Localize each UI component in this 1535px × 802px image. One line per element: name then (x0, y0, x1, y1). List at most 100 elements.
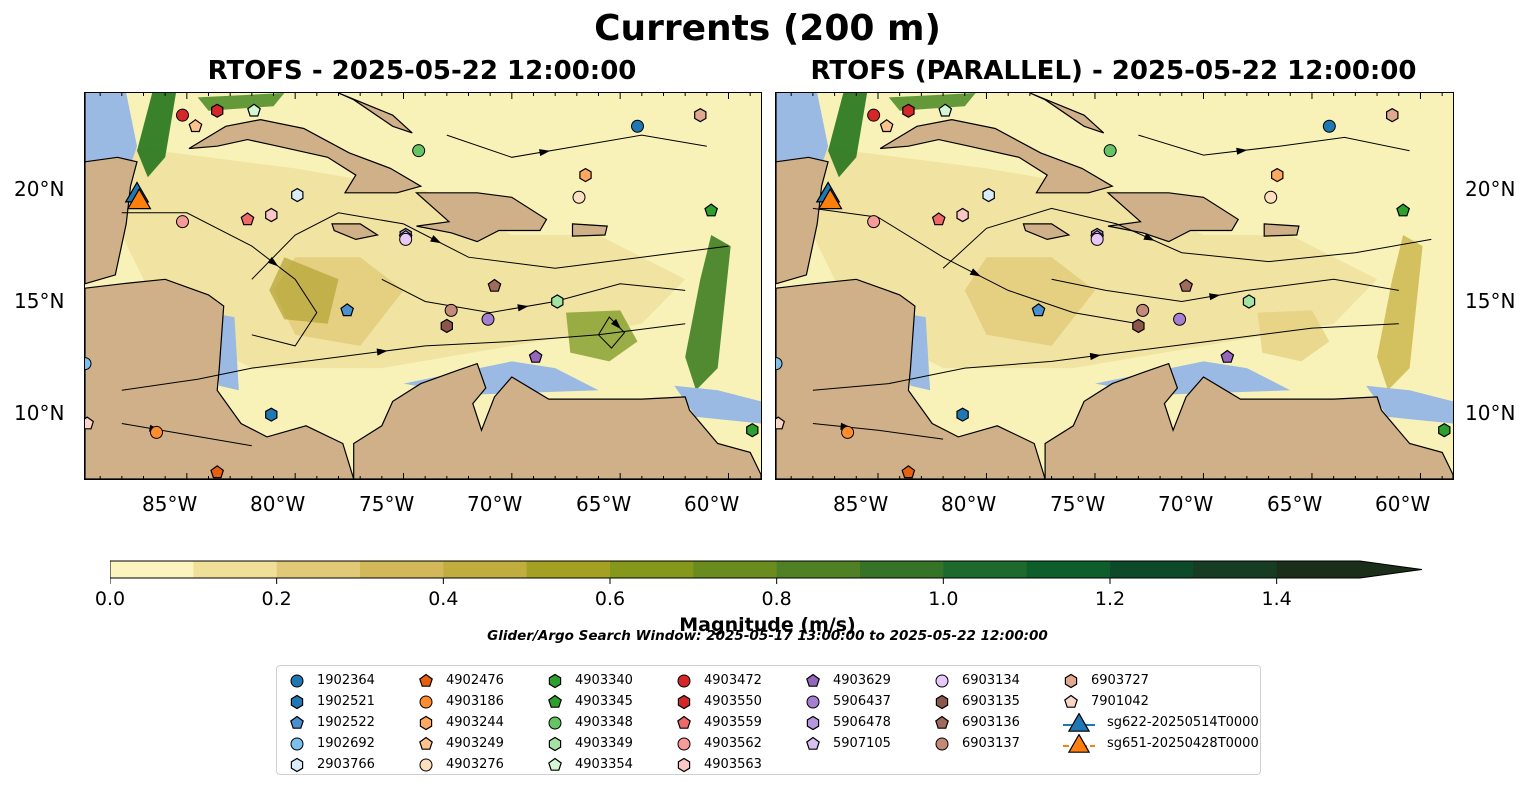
pentagon-marker-icon (806, 673, 820, 687)
float-6903135 (1132, 318, 1145, 334)
streamline-arrow (539, 149, 551, 157)
legend-label: 4903550 (704, 694, 762, 709)
colorbar-tick-label: 0.8 (761, 588, 792, 610)
legend-label: 4903186 (446, 694, 504, 709)
float-7901042 (85, 416, 95, 430)
pentagon-marker-icon (1064, 694, 1078, 708)
legend-item: 4903629 (803, 670, 891, 691)
float-4903559 (931, 212, 946, 226)
colorbar-segment (360, 561, 444, 578)
legend-item: 6903134 (932, 670, 1020, 691)
glider-sg651-20250428T0000 (126, 187, 152, 210)
float-4903345 (704, 203, 719, 217)
colorbar-tick-label: 1.4 (1261, 588, 1292, 610)
float-6903135 (440, 318, 453, 334)
float-4903340 (746, 423, 759, 438)
float-1902364 (631, 119, 644, 133)
float-4902476 (901, 465, 916, 479)
pentagon-marker-icon (419, 736, 433, 750)
circle-marker-icon (677, 674, 691, 687)
current-speed-region (812, 146, 1378, 369)
land-hispaniola (1106, 192, 1240, 243)
pentagon-marker-icon (548, 757, 562, 771)
colorbar: 0.0 0.2 0.4 0.6 0.8 1.0 1.2 1.4 (95, 560, 1430, 610)
legend-label: 6903135 (962, 694, 1020, 709)
colorbar-extend-arrow (1360, 561, 1422, 578)
float-6903137 (444, 303, 458, 317)
legend-item: 2903766 (287, 754, 375, 775)
left-map-panel (84, 92, 762, 480)
hexagon-marker-icon (806, 715, 820, 730)
colorbar-segment (943, 561, 1028, 578)
float-1902522 (1031, 303, 1046, 317)
streamline (121, 212, 318, 347)
colorbar-segment (1193, 561, 1278, 578)
colorbar-segment (610, 561, 694, 578)
shallow-water (1366, 385, 1453, 424)
lon-label-right-60: 60°W (1375, 492, 1431, 516)
circle-marker-icon (935, 674, 949, 687)
legend-marker (1064, 694, 1078, 708)
circle-marker-icon (677, 737, 691, 750)
float-6903727 (1385, 108, 1399, 123)
legend-item: 5906478 (803, 712, 891, 733)
float-1902692 (85, 357, 92, 371)
legend-label: 4902476 (446, 673, 504, 688)
float-4903563 (265, 207, 278, 223)
legend-label: 4903244 (446, 715, 504, 730)
current-speed-region (685, 235, 731, 391)
current-speed-region (137, 93, 176, 178)
legend-label: 7901042 (1091, 694, 1149, 709)
legend-item: 4903550 (674, 691, 762, 712)
legend-marker (290, 757, 304, 772)
streamline-arrow (376, 348, 388, 356)
legend-item: 1902521 (287, 691, 375, 712)
legend-column: 6903134 6903135 6903136 6903137 (932, 670, 1020, 754)
lon-label-left-65: 65°W (576, 492, 632, 516)
legend-item: 4903559 (674, 712, 762, 733)
colorbar-tick-label: 0.2 (261, 588, 292, 610)
streamline-arrow (1236, 147, 1248, 155)
legend-item: 6903137 (932, 733, 1020, 754)
land-yucatan (776, 93, 829, 285)
legend-item: 4903249 (416, 733, 504, 754)
legend-label: 4903345 (575, 694, 633, 709)
current-speed-region (121, 146, 686, 369)
legend-marker (419, 758, 433, 771)
legend-marker (677, 694, 691, 709)
colorbar-tick-label: 0.4 (428, 588, 459, 610)
current-speed-region (197, 93, 285, 111)
legend-label: 5907105 (833, 736, 891, 751)
glider-sg651-20250428T0000 (817, 187, 843, 210)
hexagon-marker-icon (419, 715, 433, 730)
legend-item: 5906437 (803, 691, 891, 712)
legend-marker (677, 674, 691, 687)
lon-label-right-75: 75°W (1050, 492, 1106, 516)
streamline (1138, 134, 1410, 156)
circle-marker-icon (806, 695, 820, 708)
legend-label: 4903472 (704, 673, 762, 688)
legend-item: sg651-20250428T0000 (1061, 733, 1259, 754)
colorbar-label: Magnitude (m/s) (679, 614, 856, 636)
legend-label: 6903727 (1091, 673, 1149, 688)
legend-marker (548, 694, 562, 708)
right-panel-title: RTOFS (PARALLEL) - 2025-05-22 12:00:00 (810, 56, 1417, 86)
float-4903244 (1271, 167, 1284, 183)
legend-label: 1902522 (317, 715, 375, 730)
legend-marker (548, 736, 562, 751)
legend-column: 4903629 5906437 5906478 5907105 (803, 670, 891, 754)
legend-label: 4903340 (575, 673, 633, 688)
legend-label: sg622-20250514T0000 (1107, 715, 1259, 730)
legend-marker (548, 757, 562, 771)
shallow-water (674, 385, 761, 424)
land-yucatan (85, 93, 138, 285)
float-4903276 (1264, 190, 1278, 204)
legend-marker (419, 673, 433, 687)
legend-marker (806, 695, 820, 708)
lon-label-left-85: 85°W (142, 492, 198, 516)
legend-label: 4903276 (446, 757, 504, 772)
circle-marker-icon (290, 737, 304, 750)
float-6903727 (694, 108, 707, 123)
legend-marker (677, 737, 691, 750)
lon-label-left-75: 75°W (359, 492, 415, 516)
